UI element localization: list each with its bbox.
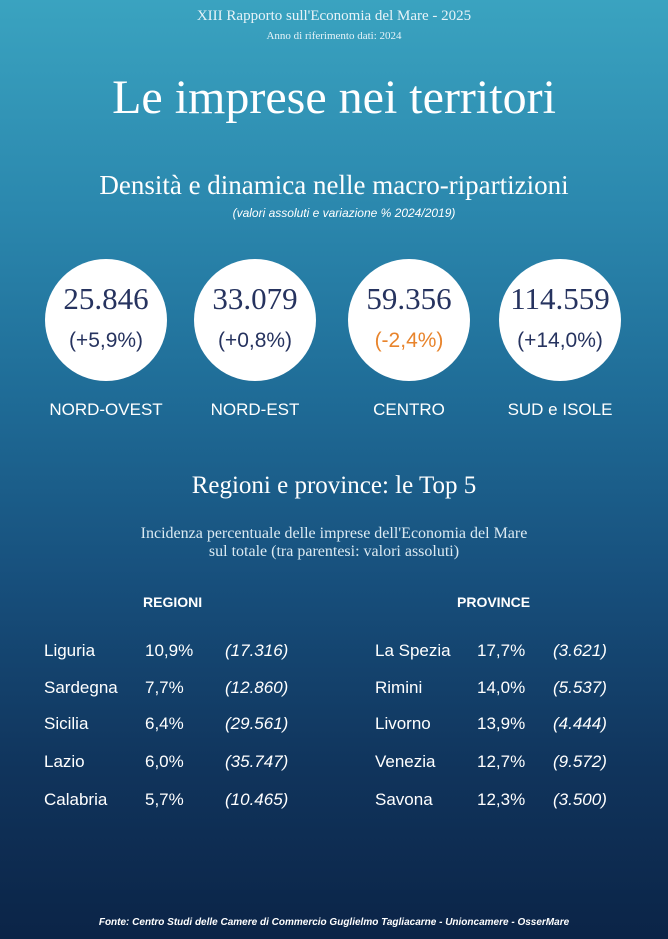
- source: Fonte: Centro Studi delle Camere di Comm…: [98, 917, 570, 928]
- name: Savona: [375, 790, 433, 809]
- main-title: Le imprese nei territori: [112, 71, 556, 124]
- area-label: NORD-OVEST: [49, 400, 163, 419]
- name: Calabria: [44, 790, 108, 809]
- share: 14,0%: [477, 678, 526, 697]
- count: (4.444): [553, 714, 607, 733]
- top5-title: Regioni e province: le Top 5: [191, 472, 477, 499]
- share: 13,9%: [477, 714, 526, 733]
- count: (10.465): [225, 790, 289, 809]
- name: La Spezia: [375, 641, 451, 660]
- year-note: Anno di riferimento dati: 2024: [266, 30, 402, 42]
- area-label: CENTRO: [373, 400, 445, 419]
- value-circle: 33.079 (+0,8%): [194, 259, 316, 381]
- count: (29.561): [225, 714, 289, 733]
- share: 12,7%: [477, 752, 526, 771]
- area-change: (+14,0%): [517, 329, 603, 352]
- share: 6,4%: [145, 714, 184, 733]
- section-title: Densità e dinamica nelle macro-ripartizi…: [99, 170, 569, 200]
- name: Rimini: [375, 678, 423, 697]
- top5-description: Incidenza percentuale delle imprese dell…: [140, 525, 528, 542]
- name: Sardegna: [44, 678, 118, 697]
- area-change: (+0,8%): [217, 329, 293, 352]
- name: Lazio: [44, 752, 85, 771]
- name: Venezia: [375, 752, 436, 771]
- area-value: 114.559: [510, 281, 610, 316]
- area-value: 25.846: [63, 281, 149, 316]
- area-change: (-2,4%): [374, 329, 444, 352]
- count: (9.572): [553, 752, 607, 771]
- top5-description: sul totale (tra parentesi: valori assolu…: [208, 543, 460, 560]
- share: 6,0%: [145, 752, 184, 771]
- share: 10,9%: [145, 641, 194, 660]
- report-title: XIII Rapporto sull'Economia del Mare - 2…: [196, 8, 472, 24]
- provinces-heading: PROVINCE: [457, 594, 531, 610]
- count: (3.500): [553, 790, 607, 809]
- name: Liguria: [44, 641, 96, 660]
- name: Livorno: [375, 714, 431, 733]
- value-circle: 25.846 (+5,9%): [45, 259, 167, 381]
- count: (3.621): [553, 641, 607, 660]
- share: 12,3%: [477, 790, 526, 809]
- count: (17.316): [225, 641, 289, 660]
- share: 5,7%: [145, 790, 184, 809]
- value-circle: 114.559 (+14,0%): [499, 259, 621, 381]
- area-value: 59.356: [366, 281, 452, 316]
- section-subtitle: (valori assoluti e variazione % 2024/201…: [232, 206, 456, 220]
- count: (35.747): [225, 752, 289, 771]
- count: (5.537): [553, 678, 607, 697]
- share: 7,7%: [145, 678, 184, 697]
- name: Sicilia: [44, 714, 89, 733]
- regions-heading: REGIONI: [143, 594, 203, 610]
- area-change: (+5,9%): [68, 329, 144, 352]
- count: (12.860): [225, 678, 289, 697]
- area-value: 33.079: [212, 281, 298, 316]
- area-label: NORD-EST: [210, 400, 300, 419]
- area-label: SUD e ISOLE: [507, 400, 613, 419]
- value-circle: 59.356 (-2,4%): [348, 259, 470, 381]
- share: 17,7%: [477, 641, 526, 660]
